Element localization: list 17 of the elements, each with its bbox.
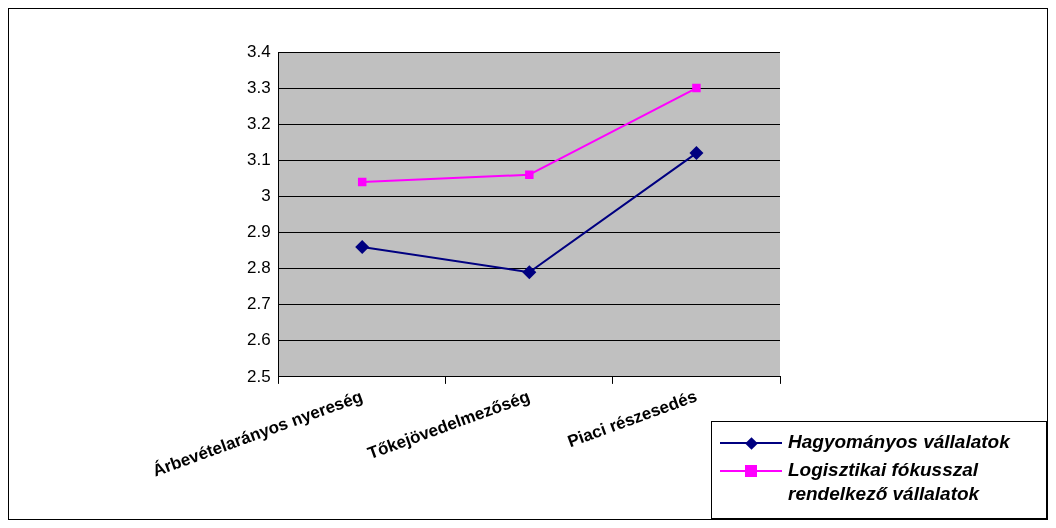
y-tick-label: 3.4 — [246, 41, 271, 61]
y-tick-label: 3.2 — [246, 113, 271, 133]
point — [522, 265, 537, 280]
legend-label: Logisztikai fókusszal rendelkező vállalatok — [788, 458, 981, 506]
point — [692, 83, 701, 93]
y-tick-label: 3 — [261, 186, 271, 206]
point — [689, 146, 704, 161]
y-tick-label: 3.1 — [246, 149, 271, 169]
y-tick-label: 2.9 — [246, 222, 271, 242]
y-tick-label: 3.3 — [246, 77, 271, 97]
point — [355, 239, 370, 254]
legend-label: Hagyományos vállalatok — [788, 430, 1010, 454]
y-tick-label: 2.8 — [246, 258, 271, 278]
y-tick-label: 2.6 — [246, 330, 271, 350]
y-tick-label: 2.5 — [246, 366, 271, 386]
y-tick-label: 2.7 — [246, 294, 271, 314]
point — [525, 170, 534, 179]
